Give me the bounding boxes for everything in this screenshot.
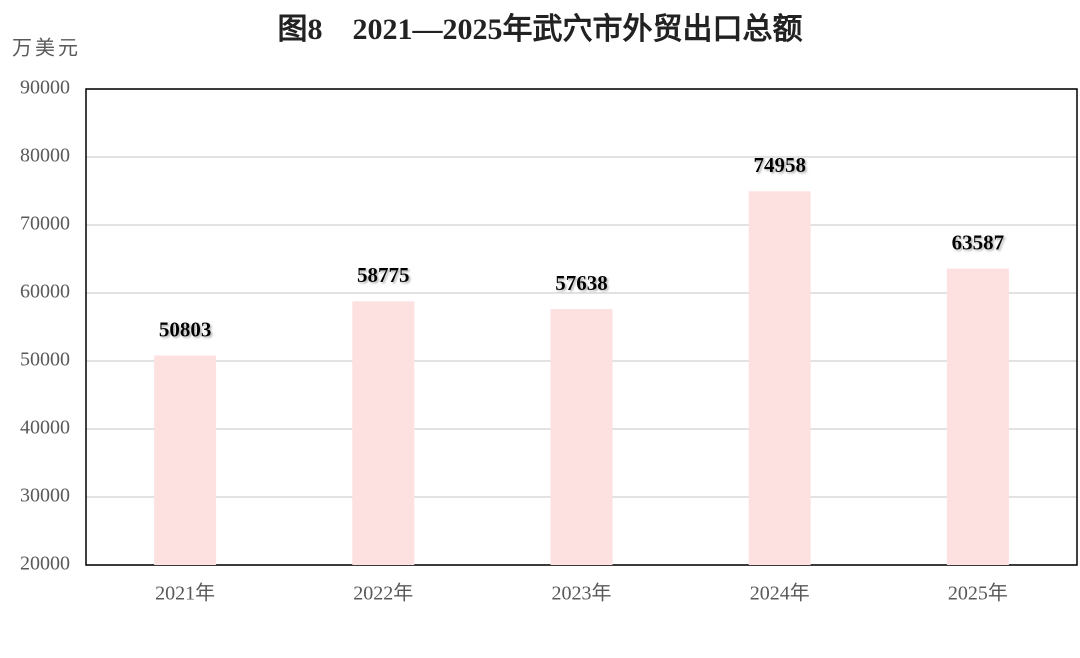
y-tick-label: 20000 [20, 553, 70, 575]
x-tick-label: 2022年 [353, 582, 413, 605]
bar [946, 268, 1009, 565]
bar [748, 191, 811, 566]
y-tick-label: 50000 [20, 349, 70, 371]
y-tick-label: 40000 [20, 417, 70, 439]
data-label: 63587 [952, 230, 1005, 254]
x-tick-label: 2021年 [155, 582, 215, 605]
data-label: 50803 [159, 317, 212, 341]
bar [352, 301, 415, 565]
y-tick-label: 90000 [20, 77, 70, 99]
bar [154, 355, 217, 565]
y-tick-label: 30000 [20, 485, 70, 507]
data-label: 74958 [753, 153, 806, 177]
x-tick-label: 2023年 [552, 582, 612, 605]
data-label: 58775 [357, 263, 410, 287]
y-tick-label: 60000 [20, 281, 70, 303]
data-label: 57638 [555, 271, 608, 295]
y-tick-label: 80000 [20, 145, 70, 167]
bar [550, 309, 613, 565]
x-tick-label: 2024年 [750, 582, 810, 605]
x-tick-label: 2025年 [948, 582, 1008, 605]
chart-title: 图8 2021—2025年武穴市外贸出口总额 [278, 12, 803, 46]
y-tick-label: 70000 [20, 213, 70, 235]
y-axis-unit: 万美元 [12, 37, 81, 60]
